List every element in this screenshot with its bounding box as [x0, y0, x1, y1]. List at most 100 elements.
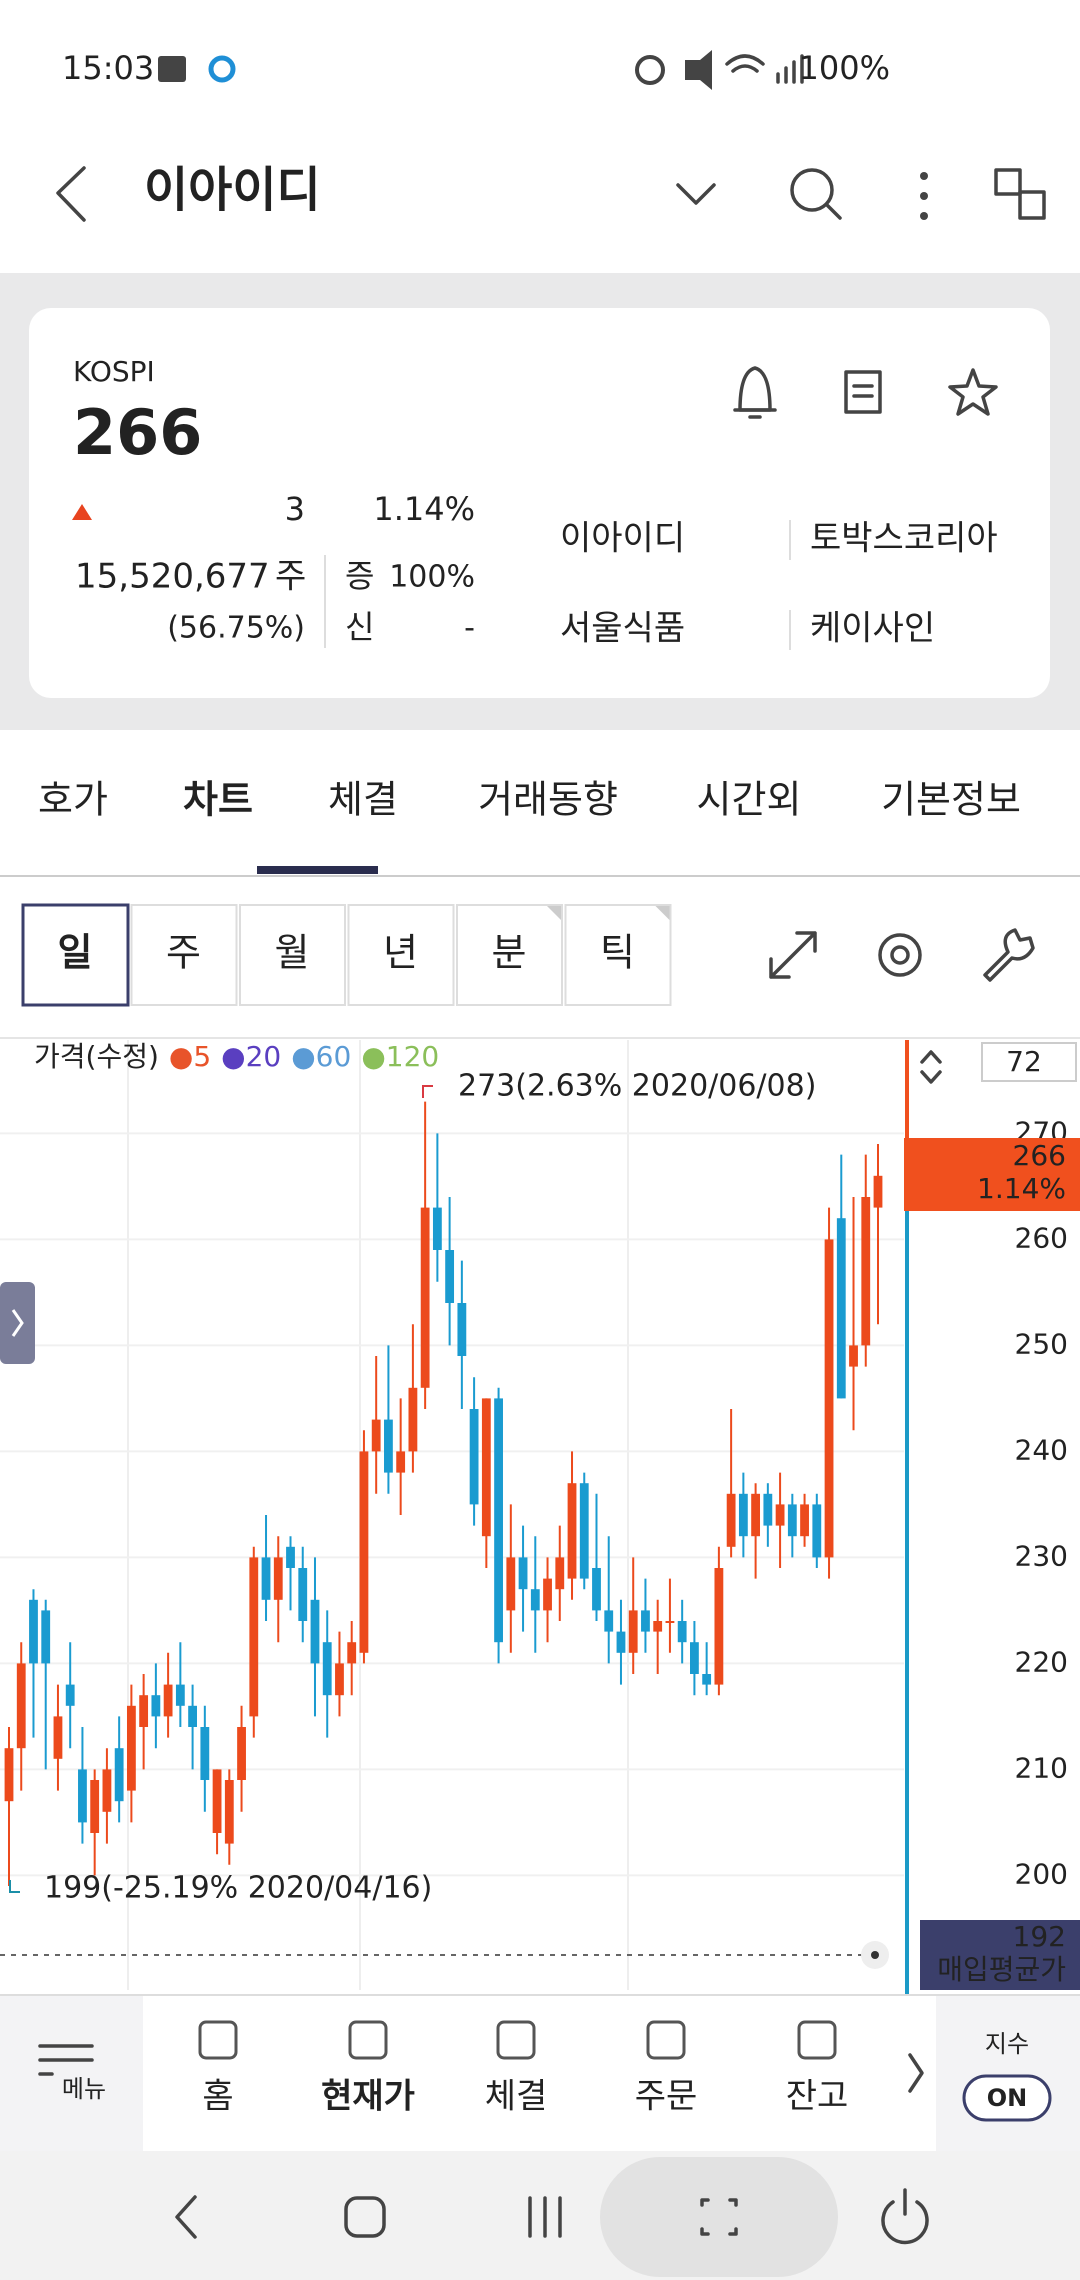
period-label[interactable]: 틱	[600, 931, 635, 975]
nav-item[interactable]: 주문	[635, 2077, 698, 2117]
tab[interactable]: 차트	[183, 778, 253, 822]
scale-button[interactable]	[920, 1050, 942, 1084]
related-stock[interactable]: 토박스코리아	[810, 519, 998, 559]
period-button[interactable]	[564, 904, 672, 1006]
candle-body	[29, 1599, 38, 1664]
search-button[interactable]	[790, 168, 842, 220]
candle-body	[494, 1398, 503, 1643]
candle-body	[237, 1727, 246, 1780]
expand-button[interactable]	[769, 931, 817, 979]
system-nav	[0, 2151, 1080, 2280]
nav-icon	[198, 2020, 238, 2060]
summary-card	[29, 308, 1050, 698]
dropdown-button[interactable]	[676, 183, 716, 205]
tools-button[interactable]	[983, 928, 1035, 982]
alarm-button[interactable]	[733, 366, 777, 419]
candle-body	[702, 1674, 712, 1685]
current-price-box	[904, 1138, 1080, 1211]
candle-body	[457, 1303, 467, 1356]
avg-label: 매입평균가	[937, 1953, 1066, 1986]
candle-body	[530, 1589, 540, 1611]
candle-body	[175, 1684, 185, 1706]
signal-icon	[776, 54, 804, 84]
menu-label[interactable]: 메뉴	[62, 2075, 106, 2103]
margin-label: 증	[345, 557, 374, 595]
period-label[interactable]: 일	[58, 931, 93, 975]
y-tick-label: 260	[1015, 1221, 1068, 1254]
back-button[interactable]	[56, 166, 86, 222]
nav-item[interactable]: 잔고	[786, 2077, 849, 2117]
candle-body	[4, 1748, 14, 1802]
related-stock[interactable]: 서울식품	[560, 609, 685, 649]
sys-power[interactable]	[881, 2188, 929, 2245]
index-toggle[interactable]	[962, 2074, 1052, 2122]
tab[interactable]: 시간외	[697, 778, 802, 822]
legend-dot: ●	[291, 1040, 315, 1073]
candle-body	[800, 1504, 809, 1537]
status-time: 15:03	[62, 49, 154, 87]
legend-entry: 5	[193, 1040, 211, 1073]
candle-body	[200, 1727, 210, 1780]
count-box	[981, 1042, 1077, 1082]
window-button[interactable]	[994, 168, 1046, 220]
candle-body	[102, 1769, 112, 1812]
battery: 100%	[799, 49, 890, 87]
period-label[interactable]: 월	[275, 931, 310, 975]
period-button[interactable]	[21, 903, 130, 1007]
candle-body	[126, 1705, 136, 1791]
candle-body	[298, 1568, 308, 1621]
nav-item[interactable]: 체결	[485, 2077, 548, 2117]
nav-item[interactable]: 현재가	[321, 2077, 415, 2117]
candle-body	[261, 1557, 271, 1600]
candle-body	[714, 1568, 724, 1685]
tab[interactable]: 호가	[38, 778, 108, 822]
related-stock[interactable]: 케이사인	[810, 609, 935, 649]
candle-body	[322, 1642, 332, 1696]
side-arrow	[11, 1309, 24, 1337]
period-label[interactable]: 년	[383, 931, 418, 975]
candle-body	[506, 1557, 516, 1611]
nav-icon	[496, 2020, 536, 2060]
high-annotation: 273(2.63% 2020/06/08)	[458, 1069, 816, 1104]
sys-recents[interactable]	[528, 2196, 562, 2238]
candle-body	[836, 1218, 846, 1399]
nav-item[interactable]: 홈	[202, 2077, 233, 2117]
related-stock[interactable]: 이아이디	[560, 519, 685, 559]
side-panel-button[interactable]	[0, 1282, 35, 1364]
candle-body	[604, 1610, 614, 1632]
candle-body	[249, 1557, 259, 1717]
nav-more[interactable]	[908, 2053, 924, 2093]
tab[interactable]: 체결	[328, 778, 398, 822]
candle-body	[420, 1207, 430, 1388]
period-label[interactable]: 분	[492, 931, 527, 975]
visible-count: 72	[1006, 1045, 1042, 1078]
period-button[interactable]	[456, 904, 563, 1006]
settings-button[interactable]	[878, 933, 922, 977]
more-button[interactable]	[920, 172, 928, 220]
period-button[interactable]	[239, 904, 346, 1006]
period-label[interactable]: 주	[166, 931, 201, 975]
period-button[interactable]	[130, 904, 238, 1006]
period-button[interactable]	[347, 904, 455, 1006]
sys-assist[interactable]	[600, 2157, 838, 2277]
low-annotation: 199(-25.19% 2020/04/16)	[44, 1871, 432, 1906]
current-pct: 1.14%	[977, 1172, 1066, 1205]
y-tick-label: 240	[1015, 1433, 1068, 1466]
candle-body	[384, 1419, 393, 1473]
candle-body	[616, 1631, 626, 1653]
y-tick-label: 210	[1015, 1751, 1068, 1784]
nav-icon	[348, 2020, 388, 2060]
candle-body	[555, 1557, 565, 1590]
menu-icon[interactable]	[38, 2044, 94, 2076]
tab[interactable]: 거래동향	[478, 778, 618, 822]
volume-ratio: (56.75%)	[167, 611, 305, 646]
sys-back[interactable]	[175, 2195, 197, 2239]
sys-home[interactable]	[344, 2196, 386, 2238]
change-pct: 1.14%	[373, 490, 475, 528]
candle-body	[763, 1493, 773, 1526]
up-arrow	[72, 504, 92, 520]
legend-dot: ●	[221, 1040, 245, 1073]
favorite-button[interactable]	[948, 368, 998, 416]
tab[interactable]: 기본정보	[881, 778, 1021, 822]
memo-button[interactable]	[844, 370, 882, 414]
